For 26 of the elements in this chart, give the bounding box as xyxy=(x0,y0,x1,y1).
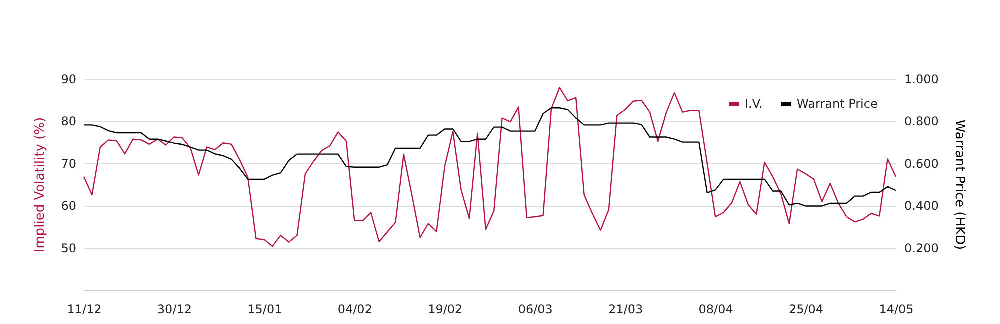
y2-tick-label: 1.000 xyxy=(904,72,939,86)
line-series xyxy=(83,87,897,248)
y-tick-label: 90 xyxy=(61,72,76,86)
x-tick-label: 19/02 xyxy=(428,302,463,316)
x-tick-label: 11/12 xyxy=(67,302,102,316)
x-tick-label: 25/04 xyxy=(788,302,824,316)
y2-tick-label: 0.800 xyxy=(904,114,939,129)
x-tick-label: 14/05 xyxy=(879,302,914,316)
y-tick-label: 60 xyxy=(61,199,76,214)
y-axis-title: Implied Volatility (%) xyxy=(33,117,48,253)
x-tick-label: 15/01 xyxy=(248,302,282,316)
y2-axis-title: Warrant Price (HKD) xyxy=(952,120,967,250)
y2-tick-label: 0.400 xyxy=(904,199,939,214)
y2-tick-label: 0.600 xyxy=(904,156,939,171)
x-tick-label: 06/03 xyxy=(518,302,553,316)
x-tick-label: 08/04 xyxy=(698,302,734,316)
x-tick-label: 04/02 xyxy=(338,302,372,316)
y-tick-label: 70 xyxy=(61,156,76,171)
y2-tick-label: 0.200 xyxy=(904,241,939,256)
legend-label: I.V. xyxy=(745,97,763,111)
y-tick-label: 80 xyxy=(61,114,76,129)
x-tick-label: 30/12 xyxy=(157,302,192,316)
line-series xyxy=(83,108,897,207)
y-tick-label: 50 xyxy=(61,241,76,256)
legend-label: Warrant Price xyxy=(797,97,878,111)
x-tick-label: 21/03 xyxy=(608,302,644,316)
